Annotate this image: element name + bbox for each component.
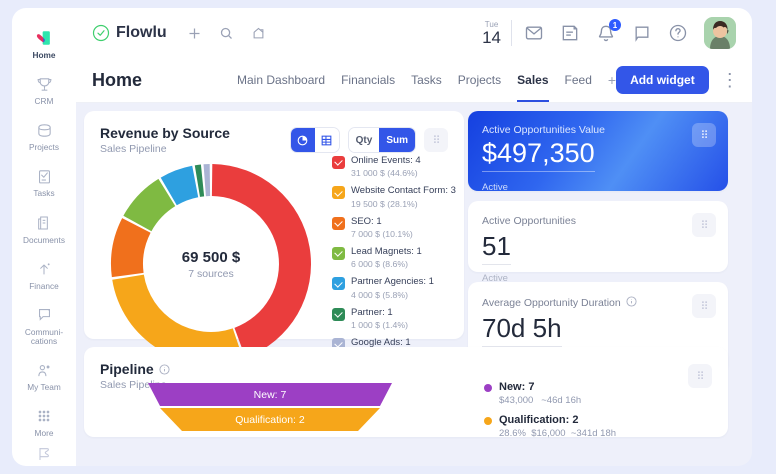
svg-text:New: 7: New: 7 [254,389,287,401]
svg-text:Qualification: 2: Qualification: 2 [235,414,305,426]
